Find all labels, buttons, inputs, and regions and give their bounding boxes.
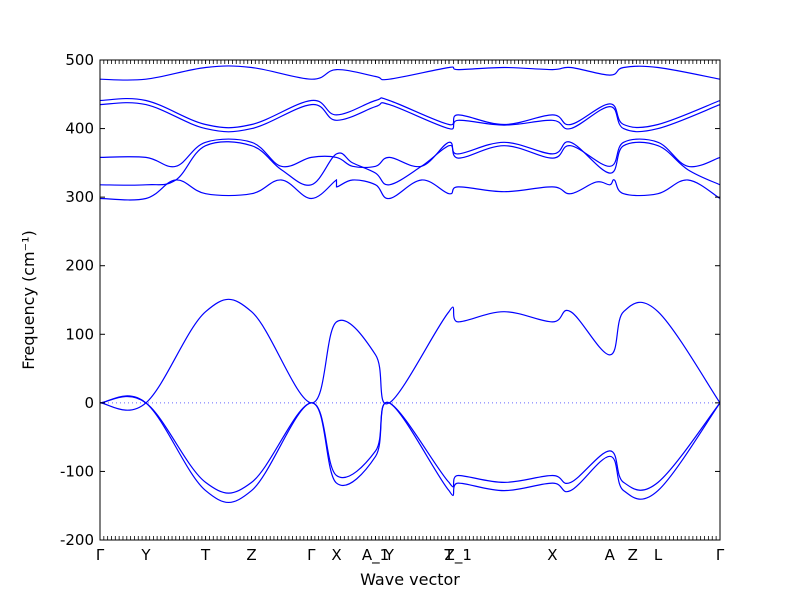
plot-frame [99, 59, 721, 541]
x-tick-label: Γ [716, 546, 725, 564]
x-tick-label: X [547, 546, 557, 564]
y-tick-label: 300 [65, 188, 94, 206]
x-tick-label: Y [384, 546, 395, 564]
y-axis-label: Frequency (cm⁻¹) [19, 230, 38, 369]
x-tick-label: T [443, 546, 454, 564]
x-axis-label: Wave vector [360, 570, 460, 589]
y-tick-label: 400 [65, 120, 94, 138]
band-line-3 [99, 395, 721, 504]
band-line-7 [99, 102, 721, 133]
band-line-2 [99, 395, 721, 494]
x-tick-label: Y [140, 546, 151, 564]
band-line-5 [99, 141, 721, 186]
x-tick-label: T [200, 546, 211, 564]
y-tick-label: 0 [84, 394, 94, 412]
x-tick-label: A_1 [362, 546, 389, 565]
x-tick-label: A [605, 546, 616, 564]
band-line-6 [99, 138, 721, 169]
x-tick-label: Z [246, 546, 256, 564]
x-tick-label: Γ [96, 546, 105, 564]
band-line-8 [99, 97, 721, 129]
y-tick-label: 100 [65, 325, 94, 343]
x-tick-label: Z [628, 546, 638, 564]
plot-area [99, 65, 721, 504]
band-line-4 [99, 179, 721, 201]
x-tick-label: X [331, 546, 341, 564]
x-tick-label: Γ [307, 546, 316, 564]
y-tick-label: -200 [60, 531, 94, 549]
band-line-1 [99, 298, 721, 411]
x-tick-label: Z_1 [445, 546, 472, 565]
band-line-9 [99, 65, 721, 81]
y-tick-label: 200 [65, 257, 94, 275]
x-tick-label: L [654, 546, 663, 564]
y-tick-label: -100 [60, 462, 94, 480]
y-tick-label: 500 [65, 51, 94, 69]
